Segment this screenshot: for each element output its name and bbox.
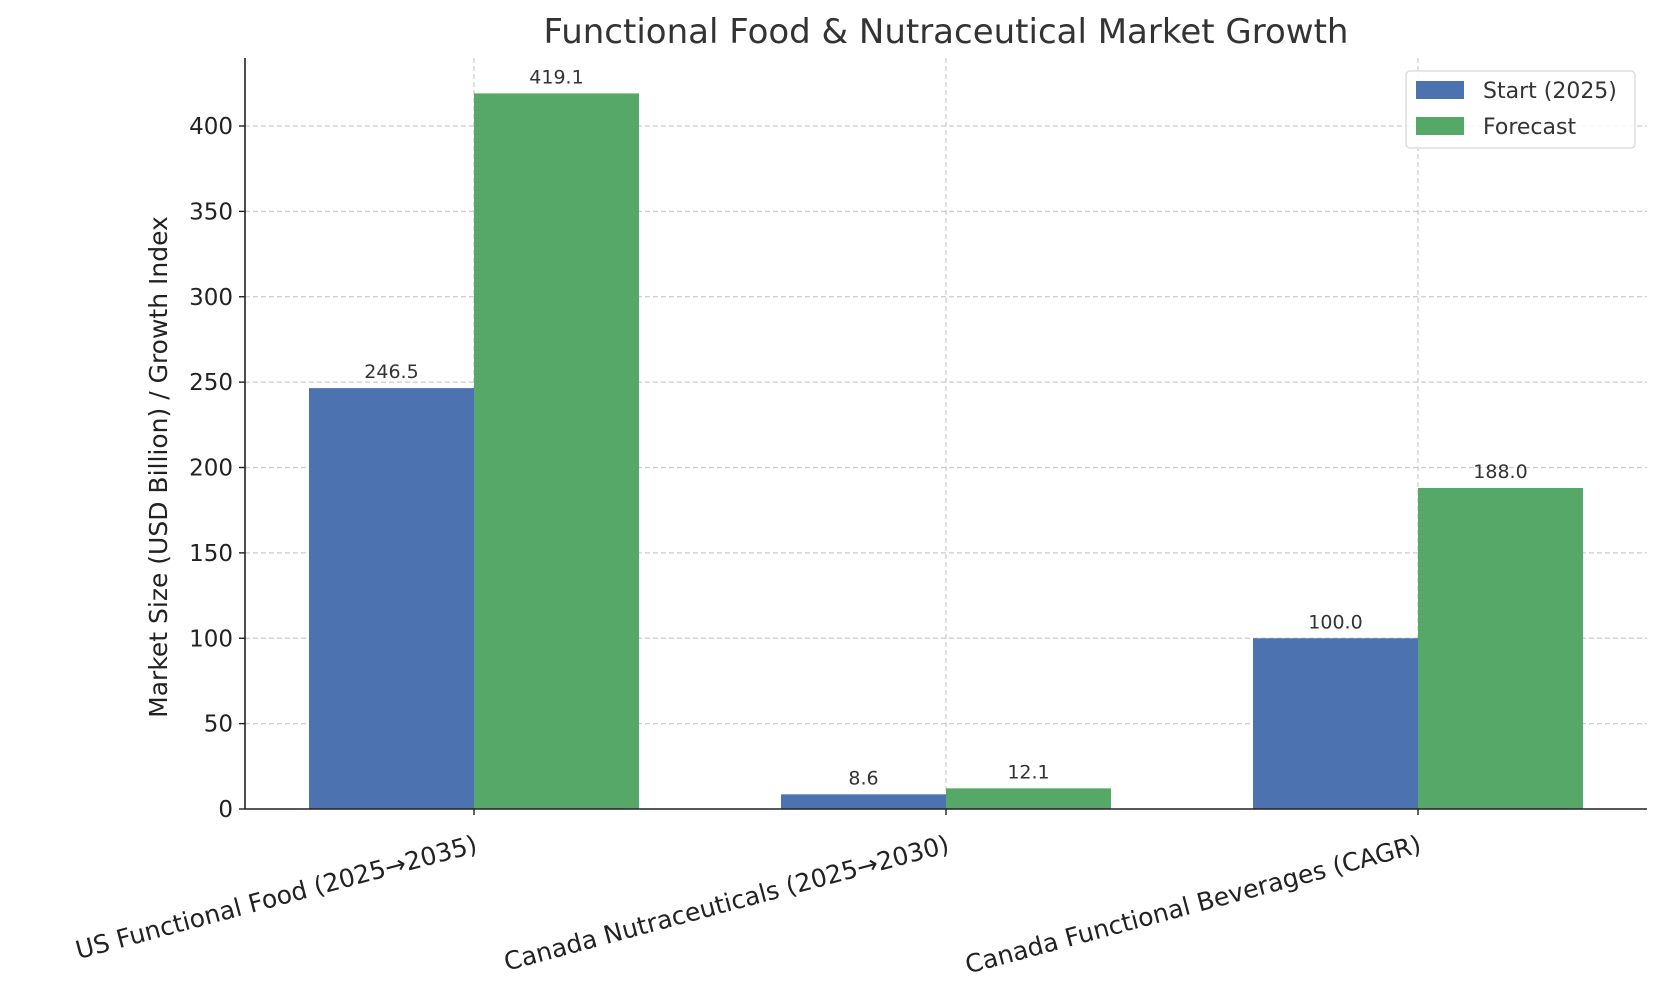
- bar-forecast: [474, 93, 639, 810]
- y-tick-label: 400: [189, 114, 233, 140]
- x-tick-label: Canada Nutraceuticals (2025→2030): [501, 830, 952, 977]
- y-tick-label: 0: [218, 797, 233, 823]
- bar-start: [309, 388, 474, 809]
- data-label: 188.0: [1473, 461, 1527, 483]
- y-tick-label: 100: [189, 626, 233, 652]
- y-tick-label: 50: [204, 712, 233, 738]
- y-tick-label: 250: [189, 370, 233, 396]
- x-tick-label: Canada Functional Beverages (CAGR): [962, 830, 1424, 980]
- y-axis-label: Market Size (USD Billion) / Growth Index: [144, 216, 173, 718]
- legend-swatch: [1416, 81, 1464, 99]
- x-tick-label: US Functional Food (2025→2035): [72, 830, 480, 965]
- bars: 246.5 8.6 100.0 419.1 12.1 188.0: [309, 66, 1583, 810]
- data-label: 246.5: [364, 361, 418, 383]
- bar-start: [781, 794, 946, 809]
- legend-label: Start (2025): [1483, 79, 1617, 104]
- data-label: 8.6: [848, 767, 878, 789]
- data-label: 419.1: [529, 66, 583, 88]
- y-tick-label: 150: [189, 541, 233, 567]
- y-tick-label: 350: [189, 199, 233, 225]
- data-label: 100.0: [1308, 611, 1362, 633]
- axes: 0 50 100 150 200 250 300 350 400 US Functional Fo…: [72, 58, 1647, 979]
- chart-title: Functional Food & Nutraceutical Market G…: [544, 12, 1349, 52]
- bar-forecast: [1418, 487, 1583, 809]
- legend-label: Forecast: [1483, 115, 1576, 140]
- y-tick-label: 300: [189, 285, 233, 311]
- bar-forecast: [946, 788, 1111, 809]
- legend-swatch: [1416, 117, 1464, 135]
- data-label: 12.1: [1007, 761, 1049, 783]
- legend: Start (2025) Forecast: [1405, 70, 1636, 149]
- y-tick-label: 200: [189, 456, 233, 482]
- bar-start: [1253, 638, 1418, 809]
